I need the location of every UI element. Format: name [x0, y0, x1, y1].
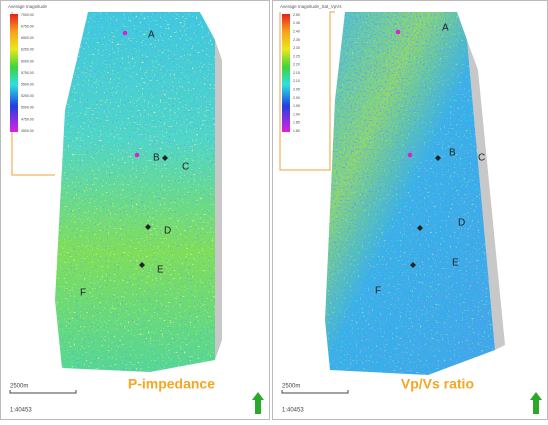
colorbar-label: 1.80	[293, 129, 300, 133]
colorbar-label: 2.45	[293, 21, 300, 25]
colorbar-label: 2.40	[293, 29, 300, 33]
well-label: B	[153, 153, 160, 164]
colorbar-label: 6250.00	[21, 48, 34, 52]
legend-title: Average magnitude_Sat_VpVs	[280, 4, 342, 9]
scale-text: 2500m	[282, 384, 300, 390]
colorbar-label: 6000.00	[21, 59, 34, 63]
scale-ratio: 1:40453	[10, 408, 32, 414]
colorbar-label: 7000.00	[21, 13, 34, 17]
well-label: D	[164, 226, 171, 237]
scale-text: 2500m	[10, 384, 28, 390]
colorbar-label: 5500.00	[21, 83, 34, 87]
well-marker	[135, 153, 140, 158]
colorbar-label: 4500.00	[21, 129, 34, 133]
scale-ratio: 1:40453	[282, 408, 304, 414]
colorbar-label: 1.95	[293, 104, 300, 108]
well-label: C	[478, 153, 485, 164]
well-label: F	[375, 286, 381, 297]
colorbar-label: 6500.00	[21, 36, 34, 40]
well-label: E	[157, 265, 164, 276]
well-label: A	[148, 30, 155, 41]
colorbar-label: 2.25	[293, 54, 300, 58]
colorbar-label: 5000.00	[21, 106, 34, 110]
well-label: D	[458, 218, 465, 229]
colorbar-label: 2.50	[293, 13, 300, 17]
well-label: E	[452, 258, 459, 269]
colorbar-label: 4750.00	[21, 117, 34, 121]
attribute-map	[50, 10, 220, 380]
map-viewer: Average magnitude 7000.00 6750.00 6500.00 62…	[0, 0, 548, 420]
legend-title: Average magnitude	[8, 4, 47, 9]
colorbar-label: 2.30	[293, 46, 300, 50]
well-marker	[408, 153, 413, 158]
panel-label: Vp/Vs ratio	[401, 376, 474, 392]
shadow	[215, 40, 222, 360]
colorbar	[282, 14, 290, 132]
colorbar	[10, 14, 18, 132]
well-marker	[123, 31, 128, 36]
colorbar-label: 5750.00	[21, 71, 34, 75]
colorbar-label: 5250.00	[21, 94, 34, 98]
colorbar-label: 2.20	[293, 63, 300, 67]
well-label: A	[442, 23, 449, 34]
colorbar-label: 1.90	[293, 112, 300, 116]
colorbar-label: 6750.00	[21, 25, 34, 29]
well-marker	[396, 30, 401, 35]
colorbar-label: 2.15	[293, 71, 300, 75]
colorbar-label: 2.35	[293, 38, 300, 42]
colorbar-label: 2.00	[293, 96, 300, 100]
colorbar-label: 2.05	[293, 87, 300, 91]
panel-label: P-impedance	[128, 376, 215, 392]
well-label: C	[182, 162, 189, 173]
colorbar-label: 1.85	[293, 121, 300, 125]
colorbar-label: 2.10	[293, 79, 300, 83]
well-label: B	[449, 148, 456, 159]
well-label: F	[80, 288, 86, 299]
